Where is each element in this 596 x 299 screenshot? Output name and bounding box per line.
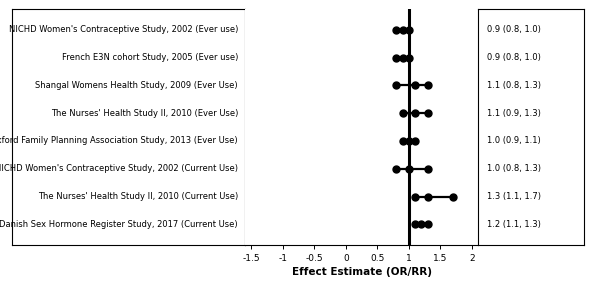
Text: 0.9 (0.8, 1.0): 0.9 (0.8, 1.0) [486, 25, 541, 34]
Text: The Nurses' Health Study II, 2010 (Ever Use): The Nurses' Health Study II, 2010 (Ever … [51, 109, 238, 118]
Text: Shangal Womens Health Study, 2009 (Ever Use): Shangal Womens Health Study, 2009 (Ever … [35, 81, 238, 90]
Text: French E3N cohort Study, 2005 (Ever use): French E3N cohort Study, 2005 (Ever use) [61, 53, 238, 62]
Text: 1.2 (1.1, 1.3): 1.2 (1.1, 1.3) [486, 220, 541, 229]
Text: NICHD Women's Contraceptive Study, 2002 (Ever use): NICHD Women's Contraceptive Study, 2002 … [9, 25, 238, 34]
Text: 1.0 (0.9, 1.1): 1.0 (0.9, 1.1) [486, 136, 541, 146]
Text: 1.0 (0.8, 1.3): 1.0 (0.8, 1.3) [486, 164, 541, 173]
Text: 1.3 (1.1, 1.7): 1.3 (1.1, 1.7) [486, 192, 541, 201]
Text: 1.1 (0.9, 1.3): 1.1 (0.9, 1.3) [486, 109, 541, 118]
Text: Oxford Family Planning Association Study, 2013 (Ever Use): Oxford Family Planning Association Study… [0, 136, 238, 146]
Text: 1.1 (0.8, 1.3): 1.1 (0.8, 1.3) [486, 81, 541, 90]
Text: Danish Sex Hormone Register Study, 2017 (Current Use): Danish Sex Hormone Register Study, 2017 … [0, 220, 238, 229]
Text: 0.9 (0.8, 1.0): 0.9 (0.8, 1.0) [486, 53, 541, 62]
Text: The Nurses' Health Study II, 2010 (Current Use): The Nurses' Health Study II, 2010 (Curre… [38, 192, 238, 201]
X-axis label: Effect Estimate (OR/RR): Effect Estimate (OR/RR) [291, 267, 432, 277]
Text: NICHD Women's Contraceptive Study, 2002 (Current Use): NICHD Women's Contraceptive Study, 2002 … [0, 164, 238, 173]
